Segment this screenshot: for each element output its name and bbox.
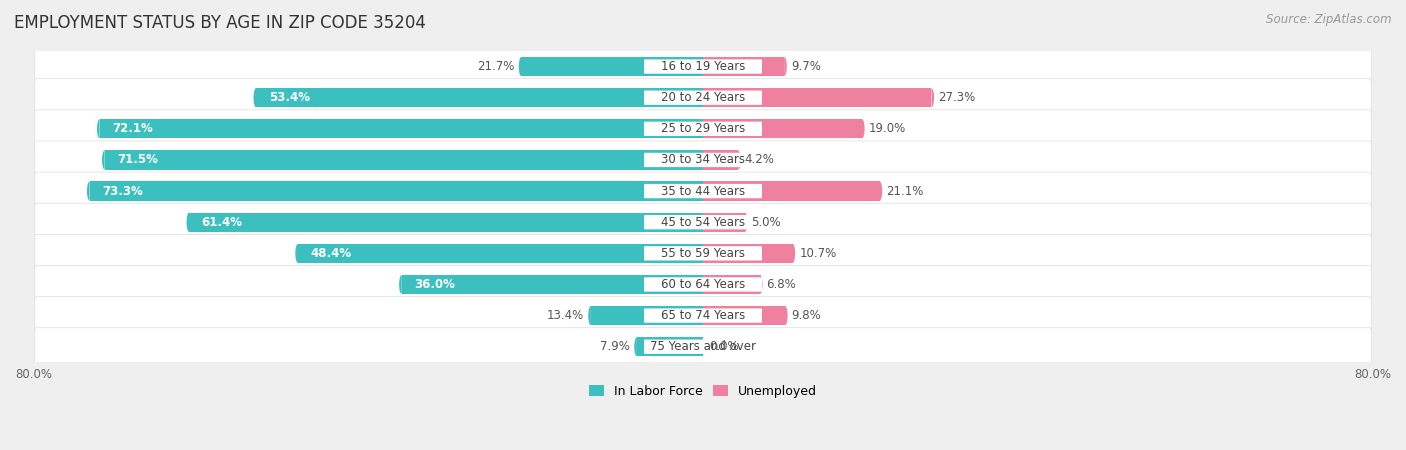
Bar	[591, 306, 703, 325]
Text: 71.5%: 71.5%	[117, 153, 157, 166]
Text: 0.0%: 0.0%	[710, 340, 740, 353]
Wedge shape	[880, 181, 882, 201]
FancyBboxPatch shape	[35, 172, 1371, 210]
Text: 35 to 44 Years: 35 to 44 Years	[661, 184, 745, 198]
Bar	[703, 181, 880, 201]
Text: 4.2%: 4.2%	[745, 153, 775, 166]
Wedge shape	[103, 150, 104, 170]
Wedge shape	[738, 150, 741, 170]
Text: 25 to 29 Years: 25 to 29 Years	[661, 122, 745, 135]
Text: 7.9%: 7.9%	[600, 340, 630, 353]
Text: 9.8%: 9.8%	[792, 309, 821, 322]
Text: 48.4%: 48.4%	[311, 247, 352, 260]
Bar	[104, 150, 703, 170]
Bar	[522, 57, 703, 76]
Wedge shape	[295, 244, 298, 263]
Text: 36.0%: 36.0%	[415, 278, 456, 291]
Text: 10.7%: 10.7%	[799, 247, 837, 260]
FancyBboxPatch shape	[35, 266, 1371, 303]
Text: 19.0%: 19.0%	[869, 122, 905, 135]
FancyBboxPatch shape	[35, 48, 1371, 86]
Text: 55 to 59 Years: 55 to 59 Years	[661, 247, 745, 260]
Bar	[402, 275, 703, 294]
FancyBboxPatch shape	[644, 153, 762, 167]
FancyBboxPatch shape	[35, 297, 1371, 334]
Text: 20 to 24 Years: 20 to 24 Years	[661, 91, 745, 104]
Text: 53.4%: 53.4%	[269, 91, 309, 104]
Wedge shape	[187, 212, 190, 232]
Bar	[703, 275, 759, 294]
Text: 27.3%: 27.3%	[938, 91, 976, 104]
Text: 73.3%: 73.3%	[103, 184, 143, 198]
FancyBboxPatch shape	[35, 141, 1371, 179]
FancyBboxPatch shape	[35, 203, 1371, 241]
FancyBboxPatch shape	[644, 277, 762, 292]
FancyBboxPatch shape	[644, 308, 762, 323]
FancyBboxPatch shape	[35, 79, 1371, 117]
Text: EMPLOYMENT STATUS BY AGE IN ZIP CODE 35204: EMPLOYMENT STATUS BY AGE IN ZIP CODE 352…	[14, 14, 426, 32]
Wedge shape	[785, 306, 787, 325]
FancyBboxPatch shape	[35, 328, 1371, 366]
Bar	[703, 57, 785, 76]
Text: 9.7%: 9.7%	[790, 60, 821, 73]
Bar	[703, 244, 793, 263]
Wedge shape	[588, 306, 591, 325]
Text: 72.1%: 72.1%	[112, 122, 153, 135]
Bar	[256, 88, 703, 108]
Text: 6.8%: 6.8%	[766, 278, 796, 291]
Wedge shape	[253, 88, 256, 108]
Wedge shape	[399, 275, 402, 294]
FancyBboxPatch shape	[644, 90, 762, 105]
Text: 16 to 19 Years: 16 to 19 Years	[661, 60, 745, 73]
Wedge shape	[519, 57, 522, 76]
Text: 45 to 54 Years: 45 to 54 Years	[661, 216, 745, 229]
Bar	[703, 119, 862, 139]
Bar	[90, 181, 703, 201]
Wedge shape	[745, 212, 748, 232]
Text: 75 Years and over: 75 Years and over	[650, 340, 756, 353]
Text: 30 to 34 Years: 30 to 34 Years	[661, 153, 745, 166]
Text: 60 to 64 Years: 60 to 64 Years	[661, 278, 745, 291]
FancyBboxPatch shape	[644, 122, 762, 136]
Wedge shape	[785, 57, 787, 76]
Wedge shape	[862, 119, 865, 139]
FancyBboxPatch shape	[644, 215, 762, 230]
FancyBboxPatch shape	[644, 340, 762, 354]
Text: 65 to 74 Years: 65 to 74 Years	[661, 309, 745, 322]
FancyBboxPatch shape	[35, 234, 1371, 272]
Bar	[703, 88, 931, 108]
Bar	[703, 150, 738, 170]
Wedge shape	[759, 275, 762, 294]
FancyBboxPatch shape	[644, 246, 762, 261]
Bar	[703, 212, 745, 232]
Wedge shape	[87, 181, 90, 201]
Wedge shape	[97, 119, 100, 139]
Bar	[703, 306, 785, 325]
Wedge shape	[793, 244, 796, 263]
Text: 21.1%: 21.1%	[886, 184, 924, 198]
Text: 21.7%: 21.7%	[477, 60, 515, 73]
Bar	[190, 212, 703, 232]
Legend: In Labor Force, Unemployed: In Labor Force, Unemployed	[583, 380, 823, 403]
Text: 61.4%: 61.4%	[201, 216, 243, 229]
Bar	[100, 119, 703, 139]
FancyBboxPatch shape	[644, 59, 762, 74]
Bar	[637, 337, 703, 356]
Text: Source: ZipAtlas.com: Source: ZipAtlas.com	[1267, 14, 1392, 27]
Text: 5.0%: 5.0%	[752, 216, 782, 229]
Text: 13.4%: 13.4%	[547, 309, 583, 322]
FancyBboxPatch shape	[35, 110, 1371, 148]
Wedge shape	[634, 337, 637, 356]
Bar	[298, 244, 703, 263]
Wedge shape	[931, 88, 934, 108]
FancyBboxPatch shape	[644, 184, 762, 198]
